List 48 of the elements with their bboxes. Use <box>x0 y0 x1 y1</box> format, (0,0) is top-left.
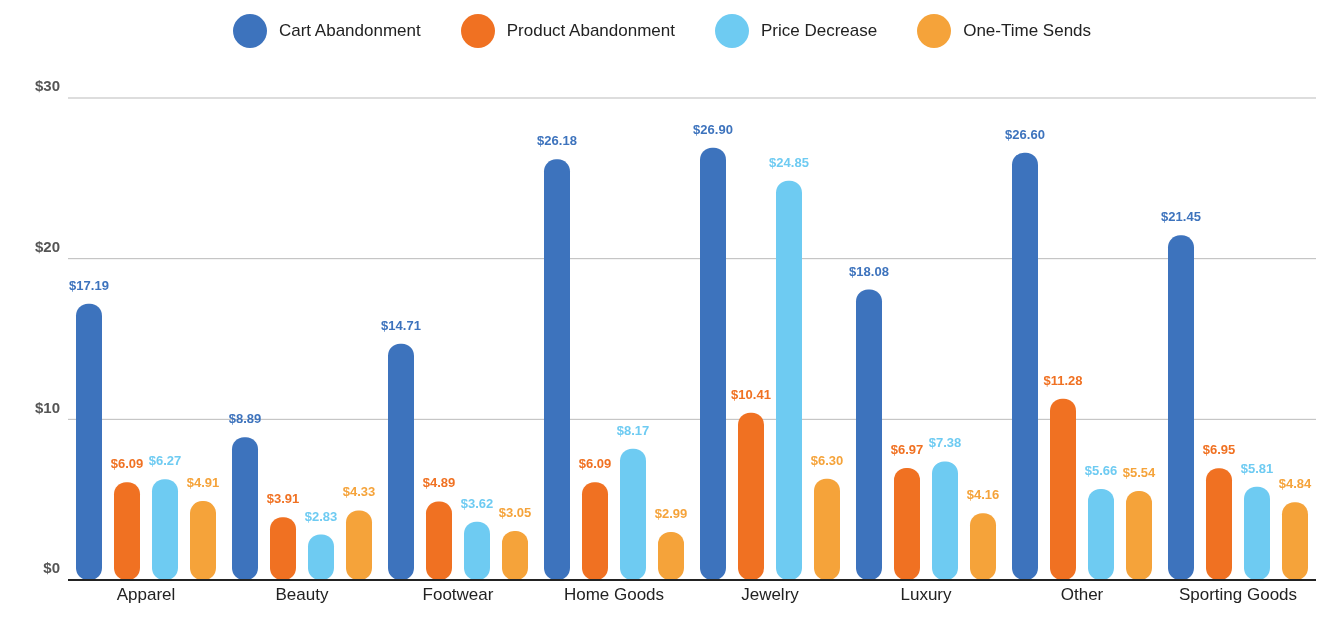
legend-label: Product Abandonment <box>506 21 675 41</box>
data-label: $26.60 <box>1005 126 1045 142</box>
data-label: $2.99 <box>654 505 688 521</box>
data-label: $26.90 <box>693 121 733 137</box>
data-label: $14.71 <box>381 317 421 333</box>
data-label: $24.85 <box>769 154 809 170</box>
y-tick-label: $30 <box>34 77 60 95</box>
data-label: $6.09 <box>578 456 612 472</box>
legend-label: Price Decrease <box>760 21 878 41</box>
data-label: $4.33 <box>342 484 376 500</box>
x-tick-label: Sporting Goods <box>1178 585 1298 605</box>
data-label: $8.89 <box>228 411 262 427</box>
x-tick-label: Home Goods <box>563 585 665 605</box>
data-label: $4.16 <box>966 487 1000 503</box>
legend-label: Cart Abandonment <box>278 21 421 41</box>
data-label: $4.84 <box>1278 476 1313 492</box>
data-label: $5.54 <box>1122 464 1157 480</box>
data-label: $6.27 <box>148 453 182 469</box>
data-label: $3.91 <box>266 491 300 507</box>
x-tick-label: Beauty <box>275 585 329 605</box>
data-label: $26.18 <box>537 133 577 149</box>
x-tick-label: Jewelry <box>741 585 800 605</box>
data-label: $7.38 <box>928 435 962 451</box>
data-label: $2.83 <box>304 508 338 524</box>
data-label: $6.95 <box>1202 442 1236 458</box>
x-tick-label: Apparel <box>116 585 176 605</box>
y-tick-label: $20 <box>34 237 60 255</box>
data-label: $6.97 <box>890 442 924 458</box>
data-label: $10.41 <box>731 386 771 402</box>
data-label: $3.62 <box>460 495 494 511</box>
data-label: $5.66 <box>1084 463 1118 479</box>
data-label: $4.89 <box>422 475 456 491</box>
y-tick-label: $0 <box>43 559 60 577</box>
y-tick-label: $10 <box>34 398 60 416</box>
data-label: $3.05 <box>498 505 532 520</box>
data-label: $4.91 <box>186 475 220 491</box>
data-label: $5.81 <box>1240 460 1274 476</box>
x-tick-label: Other <box>1060 585 1104 605</box>
data-label: $8.17 <box>616 422 650 438</box>
data-label: $17.19 <box>69 277 109 293</box>
data-label: $11.28 <box>1043 372 1083 388</box>
x-tick-label: Footwear <box>422 585 494 605</box>
data-label: $6.30 <box>810 452 844 468</box>
x-tick-label: Luxury <box>900 585 953 605</box>
legend-label: One-Time Sends <box>963 21 1092 41</box>
data-label: $6.09 <box>110 456 144 472</box>
data-label: $18.08 <box>849 263 889 279</box>
data-label: $21.45 <box>1161 209 1201 225</box>
